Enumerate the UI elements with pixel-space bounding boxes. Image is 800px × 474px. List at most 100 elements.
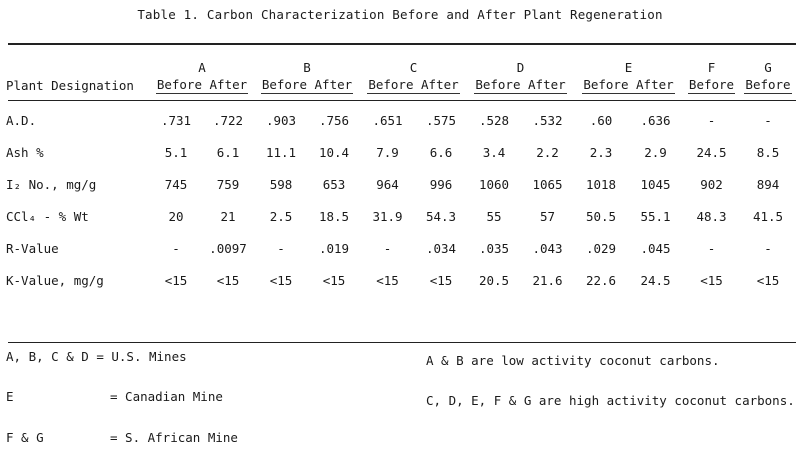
table-cell: 6.6 — [429, 144, 453, 160]
table-cell: 55.1 — [640, 208, 671, 224]
table-cell: 10.4 — [318, 144, 350, 160]
table-cell: 18.5 — [318, 208, 350, 224]
table-cell: .731 — [160, 112, 192, 128]
a-before-after-header: Before After — [155, 77, 249, 94]
table-cell: 21.6 — [532, 272, 563, 288]
top-rule — [8, 43, 796, 45]
table-cell: .034 — [425, 240, 457, 256]
table-cell: 22.6 — [585, 272, 617, 288]
group-c: C — [409, 59, 418, 75]
group-e: E — [624, 59, 633, 75]
table-cell: 996 — [429, 176, 453, 192]
table-cell: .60 — [589, 112, 613, 128]
table-cell: <15 — [756, 272, 780, 288]
table-cell: .029 — [585, 240, 617, 256]
table-cell: .756 — [318, 112, 350, 128]
table-cell: 598 — [269, 176, 293, 192]
note-high-activity: C, D, E, F & G are high activity coconut… — [426, 393, 795, 408]
group-d: D — [516, 59, 525, 75]
table-cell: 1045 — [640, 176, 671, 192]
plant-designation-header: Plant Designation — [6, 78, 134, 93]
table-cell: 745 — [164, 176, 188, 192]
table-cell: 20 — [168, 208, 184, 224]
d-before-after-header: Before After — [474, 77, 567, 94]
table-cell: .636 — [640, 112, 671, 128]
table-cell: <15 — [700, 272, 723, 288]
table-cell: .035 — [478, 240, 510, 256]
note-african-mine: F & G = S. African Mine — [6, 430, 238, 445]
table-row: K-Value, mg/g <15 <15 <15 <15 <15 <15 20.5 21.6 2… — [6, 264, 796, 296]
table-cell: 48.3 — [696, 208, 727, 224]
table-cell: 759 — [216, 176, 240, 192]
table-cell: 964 — [376, 176, 399, 192]
table-cell: - — [764, 240, 772, 256]
b-before-after-header: Before After — [260, 77, 354, 94]
column-header-row: Plant Designation Before After Before Af… — [6, 75, 796, 96]
table-cell: <15 — [269, 272, 293, 288]
table-cell: - — [383, 240, 392, 256]
e-before-after-header: Before After — [582, 77, 675, 94]
table-cell: 1065 — [532, 176, 563, 192]
table-cell: 2.5 — [269, 208, 293, 224]
group-f: F — [707, 59, 716, 75]
row-label: K-Value, mg/g — [6, 272, 104, 288]
bottom-rule — [8, 342, 796, 343]
table-cell: 55 — [486, 208, 502, 224]
table-cell: <15 — [164, 272, 188, 288]
f-before-header: Before — [687, 77, 736, 94]
table-row: A.D. .731 .722 .903 .756 .651 .575 .528 .532 .60.… — [6, 104, 796, 136]
table-cell: 20.5 — [478, 272, 510, 288]
table-cell: 1060 — [478, 176, 510, 192]
group-header-row: A B C D E F G — [6, 59, 796, 75]
header-rule — [8, 100, 796, 101]
table-cell: 50.5 — [585, 208, 617, 224]
table-cell: 2.2 — [536, 144, 559, 160]
note-low-activity: A & B are low activity coconut carbons. — [426, 353, 720, 368]
table-cell: <15 — [322, 272, 346, 288]
table-cell: 54.3 — [425, 208, 457, 224]
group-a: A — [198, 59, 206, 75]
table-row: Ash % 5.1 6.1 11.1 10.4 7.9 6.6 3.4 2.2 2.3 2.9 24.… — [6, 136, 796, 168]
table-cell: 653 — [322, 176, 346, 192]
note-us-mines: A, B, C & D = U.S. Mines — [6, 349, 187, 364]
table-cell: - — [277, 240, 285, 256]
row-label: Ash % — [6, 144, 44, 160]
group-g: G — [764, 59, 772, 75]
row-label: A.D. — [6, 112, 37, 128]
note-canadian-mine: E = Canadian Mine — [6, 389, 223, 404]
table-cell: .651 — [372, 112, 403, 128]
table-cell: 11.1 — [265, 144, 297, 160]
table-cell: 21 — [220, 208, 236, 224]
table-cell: <15 — [216, 272, 240, 288]
row-label: R-Value — [6, 240, 59, 256]
c-before-after-header: Before After — [367, 77, 460, 94]
table-cell: - — [172, 240, 180, 256]
table-cell: .903 — [265, 112, 297, 128]
g-before-header: Before — [744, 77, 792, 94]
table-cell: .0097 — [209, 240, 247, 256]
table-cell: - — [764, 112, 772, 128]
table-cell: .019 — [318, 240, 350, 256]
table-cell: .045 — [640, 240, 671, 256]
table-cell: 5.1 — [164, 144, 188, 160]
row-label: I₂ No., mg/g — [6, 176, 97, 192]
table-cell: 24.5 — [696, 144, 727, 160]
table-cell: 8.5 — [756, 144, 780, 160]
table-caption: Table 1. Carbon Characterization Before … — [137, 7, 663, 22]
table-cell: 3.4 — [482, 144, 506, 160]
table-cell: 902 — [700, 176, 723, 192]
table-cell: .532 — [532, 112, 563, 128]
table-cell: .575 — [425, 112, 457, 128]
table-row: CCl₄ - % Wt 20 21 2.5 18.5 31.9 54.3 55 57 50.5 55… — [6, 200, 796, 232]
table-cell: .043 — [532, 240, 563, 256]
table-cell: .722 — [212, 112, 244, 128]
table-cell: 894 — [756, 176, 780, 192]
table-cell: - — [707, 240, 716, 256]
carbon-table: A B C D E F G Plant Designation Before A… — [6, 59, 796, 296]
group-b: B — [303, 59, 311, 75]
table-row: I₂ No., mg/g 745 759 598 653 964 996 1060 1065 10… — [6, 168, 796, 200]
table-cell: 24.5 — [640, 272, 671, 288]
table-cell: <15 — [376, 272, 399, 288]
table-cell: <15 — [429, 272, 453, 288]
table-row: R-Value - .0097 - .019 - .034 .035 .043 .029 .045 -… — [6, 232, 796, 264]
